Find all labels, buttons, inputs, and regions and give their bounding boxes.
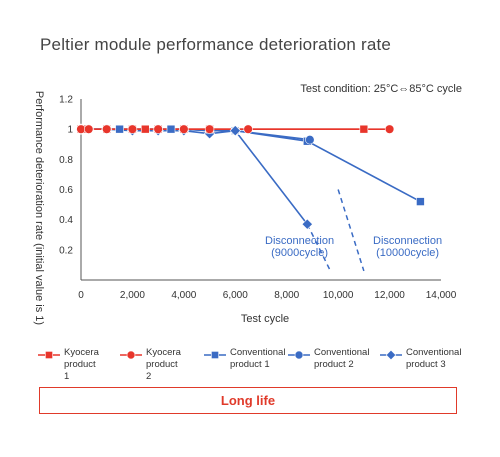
x-tick-label: 10,000 — [323, 290, 354, 301]
series-lines — [81, 128, 421, 225]
y-tick-label: 1 — [67, 125, 73, 136]
legend-symbol — [204, 351, 226, 359]
data-point — [102, 124, 112, 134]
y-axis-title-group: Performance deterioration rate (initial … — [33, 91, 45, 325]
y-tick-label: 0.6 — [59, 185, 73, 196]
series-line — [81, 128, 308, 225]
data-point — [229, 125, 241, 137]
y-tick-label: 0.8 — [59, 155, 73, 166]
x-tick-label: 6,000 — [223, 290, 248, 301]
data-point — [359, 124, 369, 134]
legend-symbol — [38, 351, 60, 359]
chart: Test condition: 25°C⇔85°C cycle Performa… — [33, 83, 462, 325]
legend-marker — [45, 351, 53, 359]
disconnection-annotation: (10000cycle) — [376, 247, 439, 259]
data-point — [384, 124, 395, 134]
legend-marker — [126, 350, 136, 360]
x-tick-label: 2,000 — [120, 290, 145, 301]
legend-label: Conventional product 1 — [230, 347, 286, 370]
page-title: Peltier module performance deterioration… — [40, 35, 392, 54]
data-point — [127, 124, 138, 134]
data-point — [179, 124, 189, 134]
y-axis-title: Performance deterioration rate (initial … — [33, 91, 45, 325]
series-line — [81, 128, 421, 203]
test-condition-note: Test condition: 25°C⇔85°C cycle — [300, 83, 462, 95]
legend-marker — [294, 350, 304, 360]
disconnection-dashed-line — [337, 189, 365, 272]
y-tick-label: 1.2 — [59, 95, 73, 106]
x-tick-label: 12,000 — [374, 290, 405, 301]
data-point — [166, 124, 176, 134]
disconnection-annotation: (9000cycle) — [271, 247, 328, 259]
annotations: Disconnection(9000cycle)Disconnection(10… — [265, 235, 442, 259]
data-point — [153, 124, 163, 134]
x-tick-label: 4,000 — [171, 290, 196, 301]
disconnection-annotation: Disconnection — [373, 235, 442, 247]
legend-symbol — [380, 350, 402, 360]
data-point — [84, 124, 94, 134]
legend-symbol — [120, 350, 142, 360]
legend-label: Kyocera product 2 — [146, 347, 181, 382]
data-point — [140, 124, 150, 134]
x-axis-title: Test cycle — [241, 313, 289, 325]
legend-label: Conventional product 2 — [314, 347, 370, 370]
data-point — [115, 124, 124, 134]
data-point — [204, 124, 215, 134]
x-tick-label: 8,000 — [274, 290, 299, 301]
long-life-banner: Long life — [39, 387, 457, 414]
x-tick-label: 14,000 — [426, 290, 457, 301]
legend-label: Kyocera product 1 — [64, 347, 99, 382]
data-point — [305, 135, 315, 145]
legend-marker — [211, 351, 219, 359]
axes: 0.2 0.4 0.6 0.8 1 1.2 0 2,000 4,000 6,000 8,000 10,… — [59, 95, 457, 302]
y-tick-label: 0.4 — [59, 215, 73, 226]
legend-label: Conventional product 3 — [406, 347, 462, 370]
legend-symbol — [288, 350, 310, 360]
data-point — [416, 197, 425, 206]
series-markers — [75, 123, 425, 230]
legend: Kyocera product 1 Kyocera product 2 Conven… — [38, 347, 468, 382]
data-point — [301, 218, 313, 230]
legend-marker — [385, 350, 397, 360]
disconnection-annotation: Disconnection — [265, 235, 334, 247]
data-point — [243, 124, 253, 134]
y-tick-label: 0.2 — [59, 245, 73, 256]
x-tick-label: 0 — [78, 290, 84, 301]
